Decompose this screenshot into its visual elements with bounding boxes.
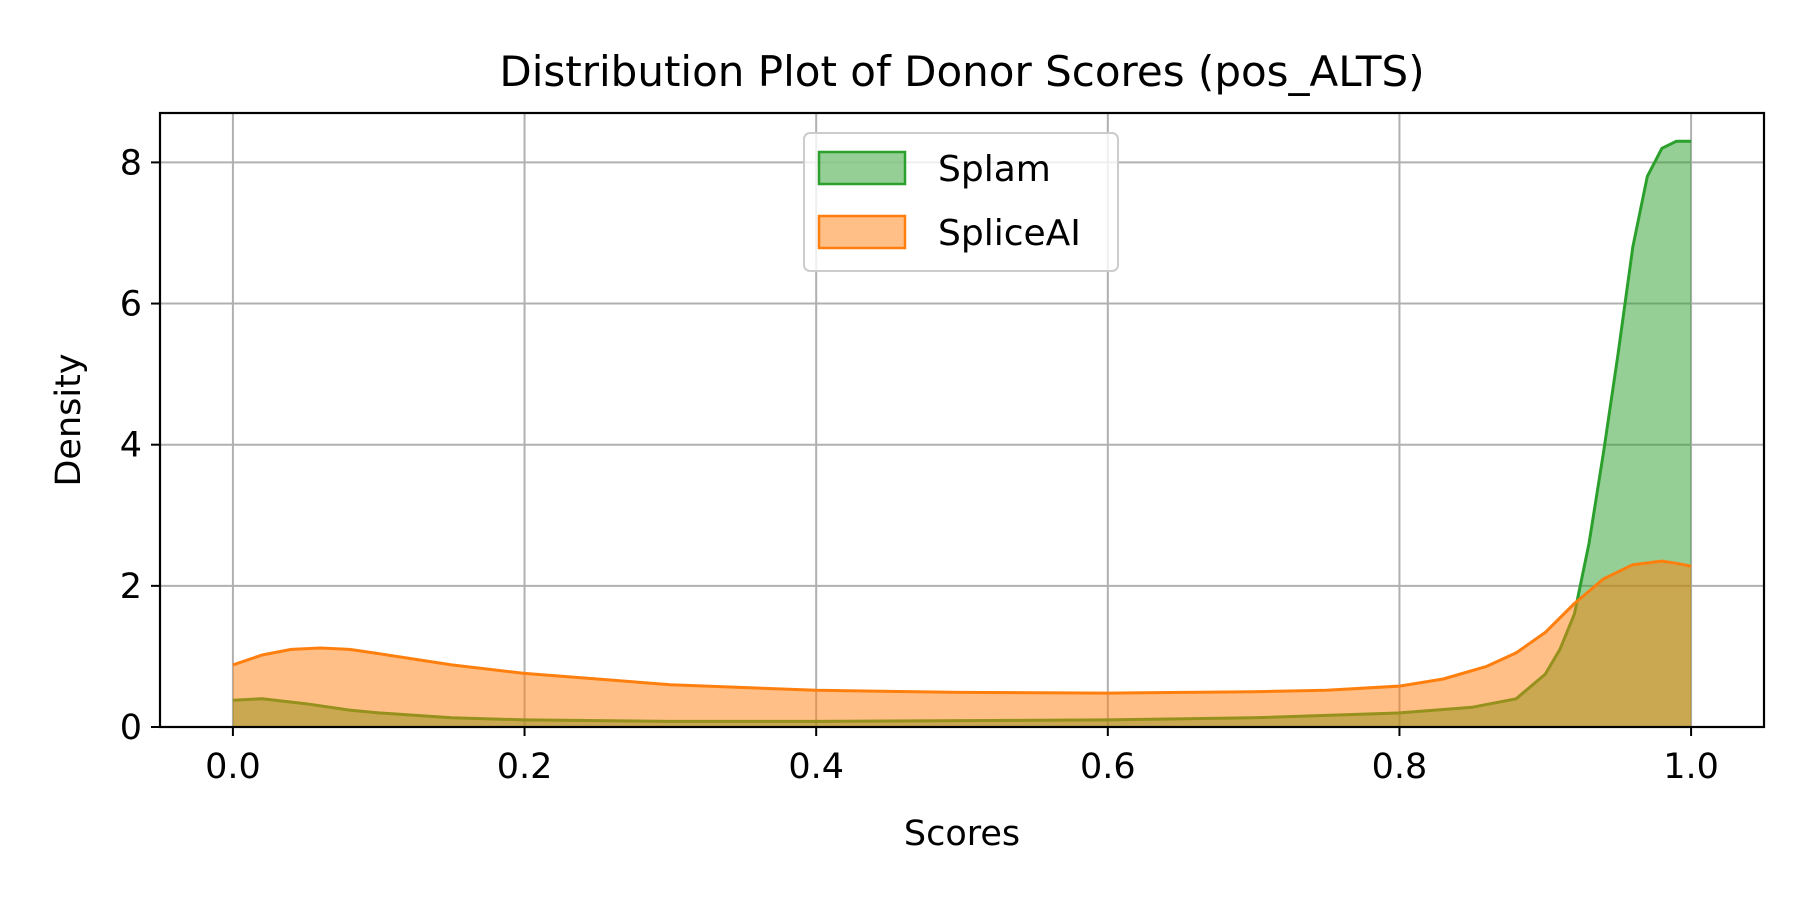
y-tick-label-0: 0 xyxy=(120,708,142,748)
area-fill-spliceai xyxy=(232,561,1692,727)
x-tick-label-0: 0.0 xyxy=(205,747,261,787)
density-line-spliceai xyxy=(232,559,1692,695)
plot-frame xyxy=(158,111,1766,729)
series-areas xyxy=(232,139,1692,727)
legend: Splam SpliceAI xyxy=(803,132,1119,272)
legend-swatch-splam xyxy=(817,150,907,186)
chart-title: Distribution Plot of Donor Scores (pos_A… xyxy=(499,47,1424,96)
legend-swatch-spliceai xyxy=(817,214,907,250)
y-tick-label-4: 8 xyxy=(120,143,142,183)
y-axis-label: Density xyxy=(49,353,89,486)
x-tick-label-4: 0.8 xyxy=(1372,747,1428,787)
x-tick-label-3: 0.6 xyxy=(1080,747,1136,787)
y-tick-label-3: 6 xyxy=(120,285,142,325)
legend-label-splam: Splam xyxy=(938,149,1051,190)
x-tick-label-2: 0.4 xyxy=(788,747,844,787)
axis-ticks: 0.0 0.2 0.4 0.6 0.8 1.0 0 2 4 6 8 xyxy=(120,143,1719,787)
y-tick-label-1: 2 xyxy=(120,567,142,607)
legend-label-spliceai: SpliceAI xyxy=(938,213,1081,254)
x-tick-label-5: 1.0 xyxy=(1663,747,1719,787)
y-tick-label-2: 4 xyxy=(120,426,142,466)
x-axis-label: Scores xyxy=(904,814,1020,854)
x-tick-label-1: 0.2 xyxy=(497,747,553,787)
